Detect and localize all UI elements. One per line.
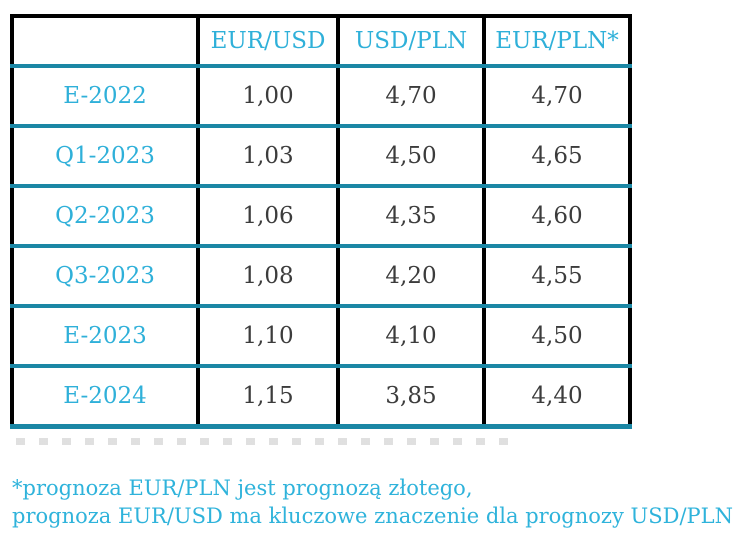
table-header-row: EUR/USD USD/PLN EUR/PLN*	[10, 16, 632, 68]
row-label: Q3-2023	[10, 246, 200, 308]
cell-value: 1,10	[196, 306, 340, 368]
cell-value: 1,08	[196, 246, 340, 308]
table-row: E-2023 1,10 4,10 4,50	[10, 306, 632, 368]
cell-value: 4,20	[336, 246, 486, 308]
cell-value: 4,55	[482, 246, 632, 308]
cell-value: 4,50	[482, 306, 632, 368]
table-row: E-2024 1,15 3,85 4,40	[10, 366, 632, 429]
header-eur-pln: EUR/PLN*	[482, 16, 632, 68]
header-empty-cell	[10, 16, 200, 68]
row-label: E-2023	[10, 306, 200, 368]
cell-value: 1,00	[196, 66, 340, 128]
cell-value: 4,50	[336, 126, 486, 188]
cell-value: 4,70	[482, 66, 632, 128]
cell-value: 3,85	[336, 366, 486, 429]
cell-value: 4,70	[336, 66, 486, 128]
row-label: Q1-2023	[10, 126, 200, 188]
row-label: E-2024	[10, 366, 200, 429]
fx-forecast-table: EUR/USD USD/PLN EUR/PLN* E-2022 1,00 4,7…	[10, 14, 632, 429]
footnote: *prognoza EUR/PLN jest prognozą złotego,…	[12, 474, 733, 530]
table-row: Q3-2023 1,08 4,20 4,55	[10, 246, 632, 308]
cell-value: 4,35	[336, 186, 486, 248]
footnote-line-1: *prognoza EUR/PLN jest prognozą złotego,	[12, 476, 473, 500]
cell-value: 4,65	[482, 126, 632, 188]
table-row: Q1-2023 1,03 4,50 4,65	[10, 126, 632, 188]
table-row: E-2022 1,00 4,70 4,70	[10, 66, 632, 128]
header-eur-usd: EUR/USD	[196, 16, 340, 68]
cell-value: 1,06	[196, 186, 340, 248]
row-label: E-2022	[10, 66, 200, 128]
cropped-text-artifact	[16, 438, 508, 445]
cell-value: 4,60	[482, 186, 632, 248]
header-usd-pln: USD/PLN	[336, 16, 486, 68]
row-label: Q2-2023	[10, 186, 200, 248]
cell-value: 4,10	[336, 306, 486, 368]
cell-value: 1,15	[196, 366, 340, 429]
cell-value: 1,03	[196, 126, 340, 188]
cell-value: 4,40	[482, 366, 632, 429]
footnote-line-2: prognoza EUR/USD ma kluczowe znaczenie d…	[12, 504, 733, 528]
table-row: Q2-2023 1,06 4,35 4,60	[10, 186, 632, 248]
